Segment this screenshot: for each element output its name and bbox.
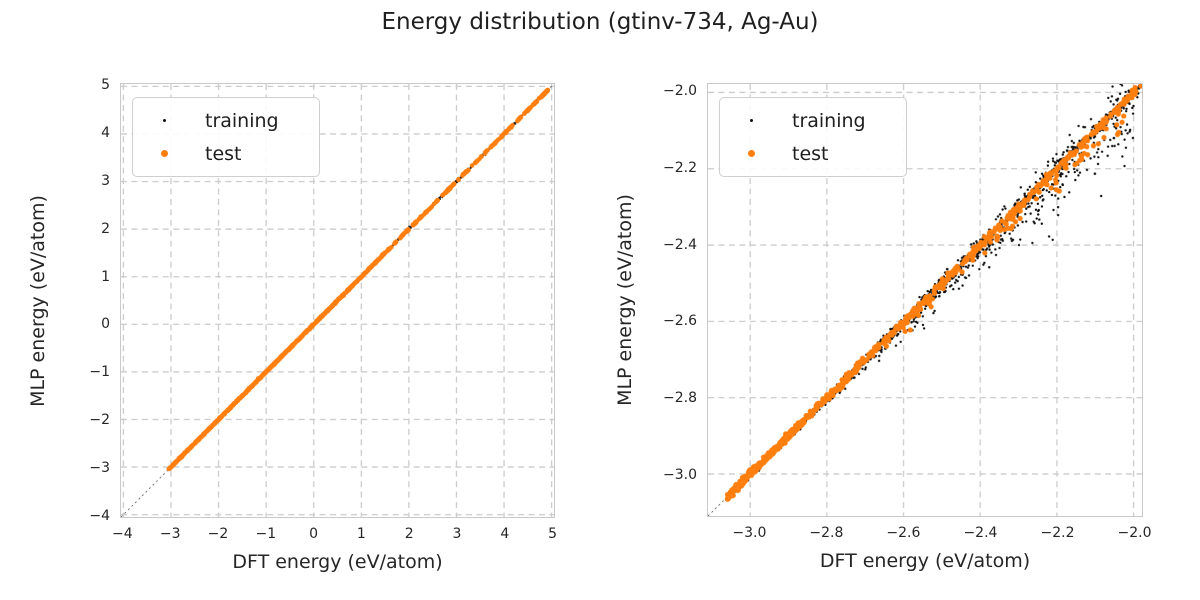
y-tick-label: −2.4: [663, 236, 697, 253]
legend-marker-box: [740, 150, 762, 157]
legend-marker-box: [153, 150, 175, 157]
legend-label: training: [792, 109, 866, 132]
x-tick-label: 2: [404, 526, 414, 542]
legend: training test: [719, 97, 907, 177]
x-tick-label: 4: [500, 526, 510, 542]
y-axis-label: MLP energy (eV/atom): [27, 194, 49, 407]
x-tick-label: −4: [112, 526, 133, 542]
training-marker-icon: [749, 119, 753, 122]
x-axis-label: DFT energy (eV/atom): [232, 551, 443, 573]
y-tick-label: −2.2: [663, 160, 697, 177]
legend-marker-box: [740, 119, 762, 122]
legend-label: test: [205, 142, 242, 165]
x-tick-label: −3: [159, 526, 181, 542]
y-axis-label: MLP energy (eV/atom): [614, 194, 636, 406]
legend-item: test: [133, 137, 319, 170]
legend-item: test: [720, 137, 906, 170]
y-tick-label: −2.8: [663, 390, 697, 407]
x-tick-label: 1: [356, 526, 366, 542]
y-tick-label: −3.0: [663, 466, 697, 483]
legend-label: training: [205, 109, 279, 132]
legend-item: training: [720, 104, 906, 137]
x-tick-label: 3: [452, 526, 462, 542]
x-tick-label: 0: [309, 526, 319, 542]
legend: training test: [132, 97, 320, 177]
legend-label: test: [792, 142, 829, 165]
y-tick-label: −1: [89, 364, 110, 381]
x-tick-label: −1: [255, 526, 277, 542]
y-tick-label: −2.0: [663, 83, 697, 100]
y-tick-label: 3: [101, 172, 110, 189]
x-tick-label: −2.8: [809, 525, 844, 541]
x-tick-label: 5: [548, 526, 558, 542]
y-tick-label: 1: [101, 268, 110, 285]
left-plot: training test: [120, 83, 555, 518]
y-tick-label: −2: [89, 412, 110, 428]
legend-item: training: [133, 104, 319, 137]
y-tick-label: −3: [89, 459, 110, 476]
y-tick-label: −4: [89, 507, 110, 524]
test-marker-icon: [160, 150, 168, 157]
y-tick-label: 4: [101, 125, 110, 142]
x-tick-label: −3.0: [732, 525, 767, 541]
figure-title: Energy distribution (gtinv-734, Ag-Au): [381, 9, 819, 35]
x-tick-label: −2: [207, 526, 229, 542]
y-tick-label: 0: [101, 316, 110, 333]
y-tick-label: −2.6: [663, 313, 697, 330]
training-marker-icon: [162, 119, 166, 122]
x-tick-label: −2.6: [886, 525, 921, 541]
x-tick-label: −2.0: [1117, 525, 1152, 541]
y-tick-label: 2: [101, 220, 110, 237]
test-marker-icon: [747, 150, 755, 157]
x-tick-label: −2.4: [963, 525, 998, 541]
x-tick-label: −2.2: [1040, 525, 1075, 541]
y-tick-label: 5: [101, 77, 110, 94]
right-plot: training test: [707, 83, 1143, 517]
x-axis-label: DFT energy (eV/atom): [819, 550, 1031, 572]
legend-marker-box: [153, 119, 175, 122]
